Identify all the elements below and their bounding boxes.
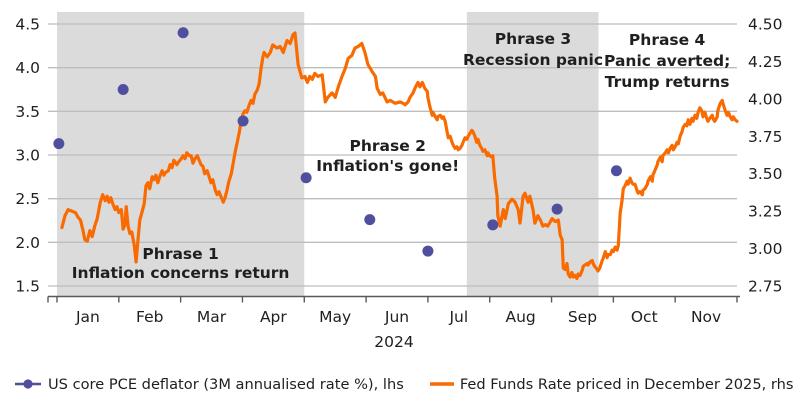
- pce-dot: [53, 138, 65, 150]
- right-axis-tick-label: 3.25: [748, 203, 783, 221]
- phrase-3-label: Recession panic: [463, 51, 603, 69]
- phrase-4-label: Trump returns: [605, 73, 730, 91]
- left-axis-tick-label: 4.0: [15, 59, 40, 77]
- legend-label-pce: US core PCE deflator (3M annualised rate…: [48, 375, 404, 393]
- left-axis-tick-label: 2.0: [15, 234, 40, 252]
- fed-funds-line-group: [60, 31, 739, 281]
- axes: 4.5 4.0 3.5 3.0 2.5 2.0 1.5 4.50 4.25 4.00 3.75 3.5…: [15, 16, 782, 352]
- phrase-3-label: Phrase 3: [495, 30, 571, 48]
- month-label: Jun: [384, 308, 409, 326]
- pce-dots-group: [53, 27, 622, 257]
- left-axis-tick-label: 1.5: [15, 278, 40, 296]
- month-label: Jan: [75, 308, 100, 326]
- legend-item-pce: US core PCE deflator (3M annualised rate…: [14, 376, 404, 393]
- left-axis-tick-label: 2.5: [15, 190, 40, 208]
- left-axis-tick-label: 3.5: [15, 103, 40, 121]
- pce-dot: [237, 115, 249, 127]
- gridlines: [48, 23, 737, 287]
- fed-funds-line: [60, 31, 739, 281]
- left-axis-tick-label: 4.5: [15, 16, 40, 34]
- pce-dot: [300, 172, 312, 184]
- pce-dot: [551, 203, 563, 215]
- month-label: Nov: [691, 308, 721, 326]
- month-label: Feb: [136, 308, 163, 326]
- legend-label-fedfunds: Fed Funds Rate priced in December 2025, …: [459, 375, 794, 393]
- phrase-4-label: Phrase 4: [629, 31, 706, 49]
- pce-dot: [364, 214, 376, 226]
- pce-dot: [487, 219, 499, 231]
- right-axis-tick-label: 2.75: [748, 278, 783, 296]
- legend: US core PCE deflator (3M annualised rate…: [0, 366, 800, 402]
- pce-dot: [422, 245, 434, 257]
- pce-dot: [117, 84, 129, 95]
- month-label: Jul: [448, 308, 468, 326]
- right-axis-tick-label: 3.75: [748, 128, 783, 146]
- right-axis-tick-label: 4.50: [748, 16, 783, 34]
- phrase-2-label: Inflation's gone!: [316, 157, 459, 175]
- month-label: Oct: [631, 308, 658, 326]
- fed-funds-legend-marker: [429, 382, 454, 386]
- month-label: Mar: [197, 308, 227, 326]
- phrase-4-label: Panic averted;: [604, 52, 730, 70]
- year-label: 2024: [374, 333, 413, 351]
- pce-dot: [177, 27, 189, 39]
- right-axis-tick-label: 4.00: [748, 90, 783, 108]
- legend-item-fedfunds: Fed Funds Rate priced in December 2025, …: [429, 375, 794, 393]
- left-axis-tick-label: 3.0: [15, 147, 40, 165]
- right-axis-tick-label: 3.50: [748, 165, 783, 183]
- right-axis-tick-label: 3.00: [748, 240, 783, 258]
- right-axis-tick-label: 4.25: [748, 53, 783, 71]
- pce-legend-marker: [15, 379, 41, 389]
- phrase-1-label: Inflation concerns return: [72, 264, 290, 282]
- phrase-2-label: Phrase 2: [350, 137, 426, 155]
- month-label: May: [319, 308, 351, 326]
- month-label: Apr: [260, 308, 287, 326]
- pce-dot: [610, 165, 622, 177]
- phrase-1-label: Phrase 1: [142, 245, 218, 263]
- month-label: Sep: [568, 308, 597, 326]
- month-label: Aug: [505, 308, 535, 326]
